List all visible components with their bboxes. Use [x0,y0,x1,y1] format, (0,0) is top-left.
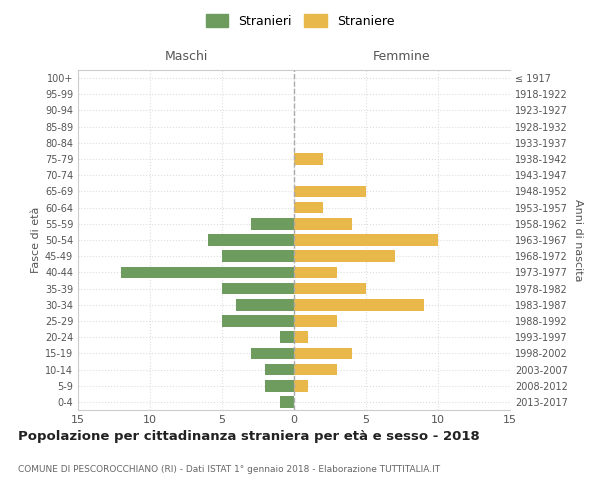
Bar [294,250,395,262]
Bar [236,299,294,310]
Bar [208,234,294,246]
Text: COMUNE DI PESCOROCCHIANO (RI) - Dati ISTAT 1° gennaio 2018 - Elaborazione TUTTIT: COMUNE DI PESCOROCCHIANO (RI) - Dati IST… [18,465,440,474]
Bar [294,380,308,392]
Bar [251,218,294,230]
Y-axis label: Anni di nascita: Anni di nascita [573,198,583,281]
Bar [222,315,294,327]
Legend: Stranieri, Straniere: Stranieri, Straniere [201,8,399,33]
Bar [294,153,323,165]
Bar [294,299,424,310]
Bar [280,396,294,407]
Bar [294,332,308,343]
Bar [294,315,337,327]
Bar [121,266,294,278]
Text: Maschi: Maschi [164,50,208,63]
Text: Femmine: Femmine [373,50,431,63]
Bar [294,202,323,213]
Bar [280,332,294,343]
Bar [294,282,366,294]
Bar [294,348,352,359]
Bar [294,234,438,246]
Bar [294,186,366,198]
Bar [265,364,294,376]
Text: Popolazione per cittadinanza straniera per età e sesso - 2018: Popolazione per cittadinanza straniera p… [18,430,480,443]
Bar [251,348,294,359]
Bar [294,266,337,278]
Bar [222,282,294,294]
Bar [294,218,352,230]
Bar [294,364,337,376]
Bar [222,250,294,262]
Bar [265,380,294,392]
Y-axis label: Fasce di età: Fasce di età [31,207,41,273]
